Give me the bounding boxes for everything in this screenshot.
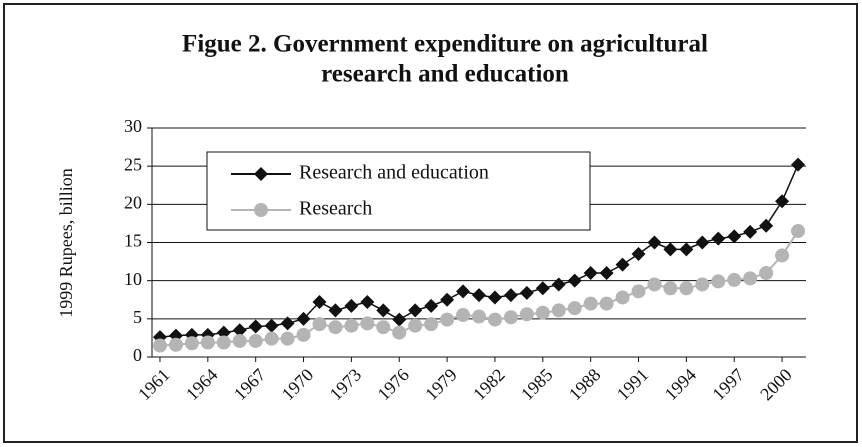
point [535,305,550,320]
point [631,284,646,299]
point [408,303,423,318]
point [503,310,518,325]
point [424,298,439,313]
y-tick-label: 15 [124,231,142,251]
point [695,277,710,292]
point [232,333,247,348]
point [535,281,550,296]
point [152,338,167,353]
point [280,331,295,346]
point [663,281,678,296]
y-axis-label: 1999 Rupees, billion [56,168,76,318]
point [216,325,231,340]
point [456,308,471,323]
point [487,290,502,305]
point [775,194,790,209]
point [168,337,183,352]
point [583,296,598,311]
point [791,224,806,239]
point [679,281,694,296]
point [487,312,502,327]
point [312,295,327,310]
legend-label: Research [299,198,372,220]
point [264,318,279,333]
point [232,323,247,338]
legend-marker [254,167,268,181]
point [743,224,758,239]
point [647,235,662,250]
legend-box [206,151,591,231]
point [360,316,375,331]
point [440,312,455,327]
point [743,271,758,286]
point [408,318,423,333]
point [759,266,774,281]
point [519,307,534,322]
point [392,312,407,327]
point [551,303,566,318]
point [344,318,359,333]
legend-label: Research and education [299,162,489,184]
point [456,284,471,299]
y-tick-label: 25 [124,154,142,174]
point [392,325,407,340]
y-tick-label: 30 [124,116,142,136]
point [679,242,694,257]
point [503,288,518,303]
point [615,257,630,272]
point [472,309,486,324]
point [280,316,295,331]
point [376,320,391,335]
point [567,301,582,316]
point [551,277,566,292]
point [775,248,790,263]
point [216,335,231,350]
chart-title: Figue 2. Government expenditure on agric… [182,31,708,58]
point [583,266,598,281]
point [663,242,678,257]
point [567,273,582,288]
point [519,285,534,300]
point [424,317,439,332]
point [296,311,311,326]
point [631,246,646,261]
y-tick-label: 10 [124,269,142,289]
point [376,303,391,318]
point [184,336,199,351]
point [695,235,710,250]
point [248,333,263,348]
point [727,272,742,287]
point [360,295,375,310]
point [200,335,215,350]
legend-marker [254,203,268,217]
point [344,298,359,313]
point [248,319,263,334]
point [727,229,742,244]
point [472,288,486,303]
y-tick-label: 5 [133,307,142,327]
point [328,320,343,335]
point [264,331,279,346]
point [711,274,726,289]
point [791,157,806,172]
point [296,327,311,342]
y-tick-label: 20 [124,192,142,212]
point [615,290,630,305]
point [647,277,662,292]
point [759,218,774,233]
chart-title: research and education [321,61,569,88]
point [312,317,327,332]
point [328,303,343,318]
point [599,296,614,311]
point [440,292,455,307]
point [711,231,726,246]
y-tick-label: 0 [133,345,142,365]
point [599,266,614,281]
